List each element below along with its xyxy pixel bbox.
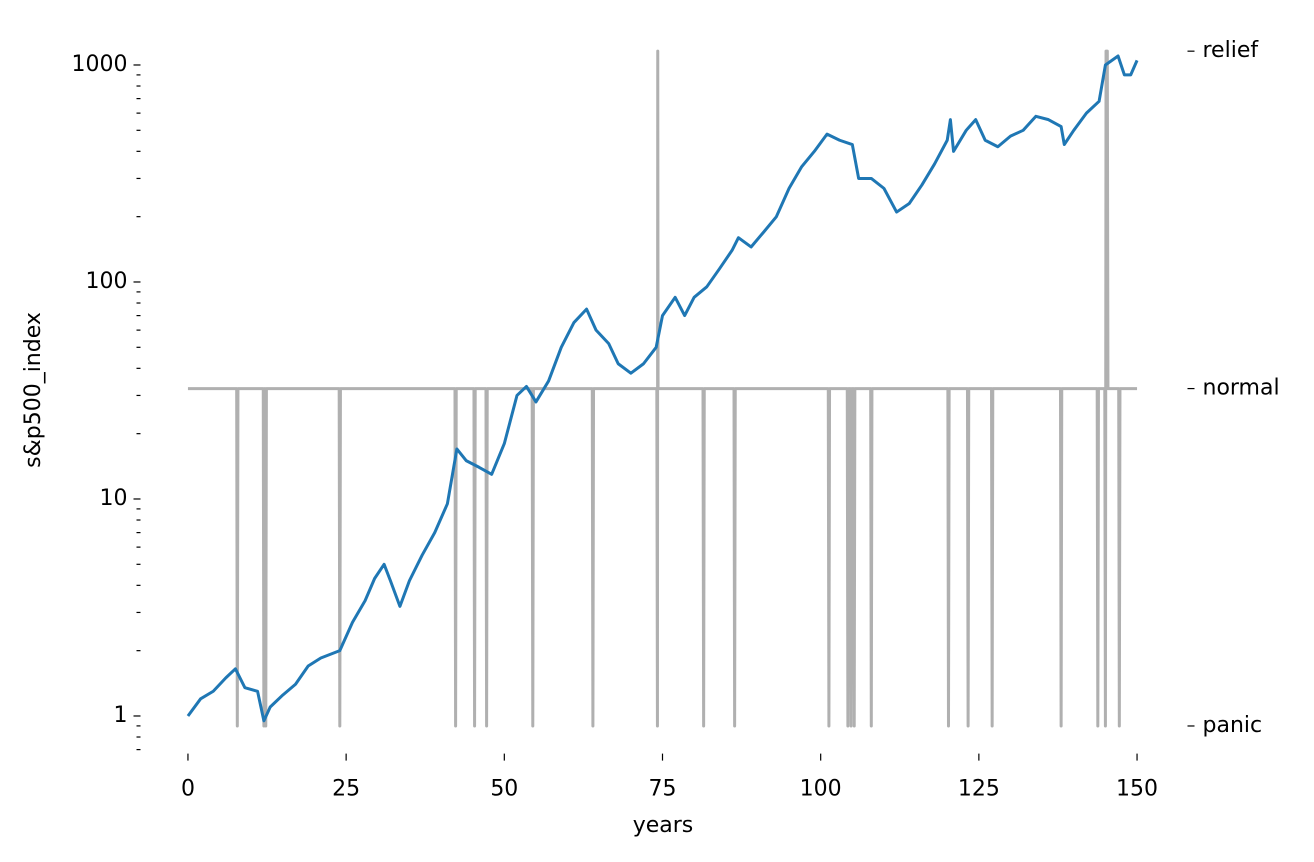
x-tick-label: 0 xyxy=(181,777,195,802)
index-line xyxy=(186,54,1139,723)
y-tick-label: 100 xyxy=(86,269,128,294)
x-axis-label: years xyxy=(633,813,694,838)
x-tick-label: 150 xyxy=(1116,777,1158,802)
state-line xyxy=(187,49,1138,728)
y-tick-label: 1 xyxy=(114,703,128,728)
x-tick-label: 125 xyxy=(958,777,1000,802)
x-tick-label: 100 xyxy=(800,777,842,802)
y2-tick-label: normal xyxy=(1203,376,1280,401)
y-tick-label: 1000 xyxy=(72,52,128,77)
y-tick-label: 10 xyxy=(100,486,128,511)
x-tick-label: 50 xyxy=(490,777,518,802)
y2-tick-label: panic xyxy=(1203,713,1263,738)
x-tick-label: 25 xyxy=(332,777,360,802)
x-tick-label: 75 xyxy=(649,777,677,802)
y2-tick-label: relief xyxy=(1203,38,1260,63)
y-axis-label: s&p500_index xyxy=(21,312,46,468)
